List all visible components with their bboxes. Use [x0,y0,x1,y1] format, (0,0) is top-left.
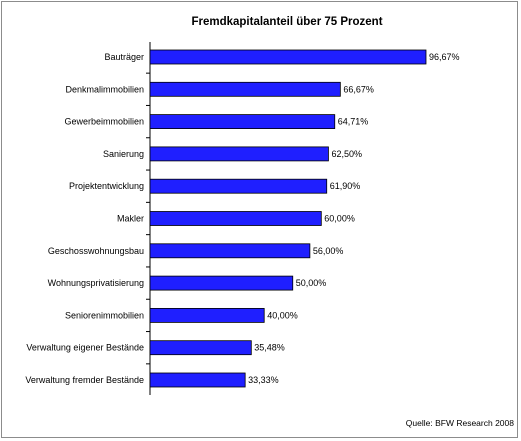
bar-10 [149,340,252,356]
category-label: Gewerbeimmobilien [64,117,144,127]
value-label: 35,48% [254,343,285,353]
value-label: 50,00% [296,278,327,288]
value-label: 64,71% [338,117,369,127]
bar-2 [149,81,341,97]
bar-9 [149,307,265,323]
value-label: 33,33% [248,375,279,385]
value-label: 60,00% [324,214,355,224]
bar-8 [149,275,294,291]
category-label: Makler [117,214,144,224]
chart-title: Fremdkapitalanteil über 75 Prozent [191,16,382,28]
source-note: Quelle: BFW Research 2008 [406,418,514,428]
category-label: Sanierung [103,149,144,159]
value-label: 56,00% [313,246,344,256]
bar-5 [149,178,328,194]
value-label: 40,00% [267,310,298,320]
bar-6 [149,211,322,226]
bar-7 [149,243,311,259]
bar-4 [149,146,329,162]
bar-11 [149,372,246,388]
category-label: Geschosswohnungsbau [48,246,144,256]
category-label: Projektentwicklung [69,181,144,191]
category-label: Verwaltung fremder Bestände [25,375,144,385]
category-label: Bauträger [104,52,144,62]
category-label: Wohnungsprivatisierung [48,278,144,288]
category-label: Seniorenimmobilien [65,310,144,320]
value-label: 96,67% [429,52,460,62]
value-label: 62,50% [331,149,362,159]
category-label: Verwaltung eigener Bestände [26,343,144,353]
bar-3 [149,114,336,129]
bar-1 [149,49,427,65]
category-label: Denkmalimmobilien [65,84,144,94]
bars-layer: Bauträger 96,67% Denkmalimmobilien 66,67% Ge… [25,49,460,388]
value-label: 66,67% [343,84,374,94]
value-label: 61,90% [330,181,361,191]
